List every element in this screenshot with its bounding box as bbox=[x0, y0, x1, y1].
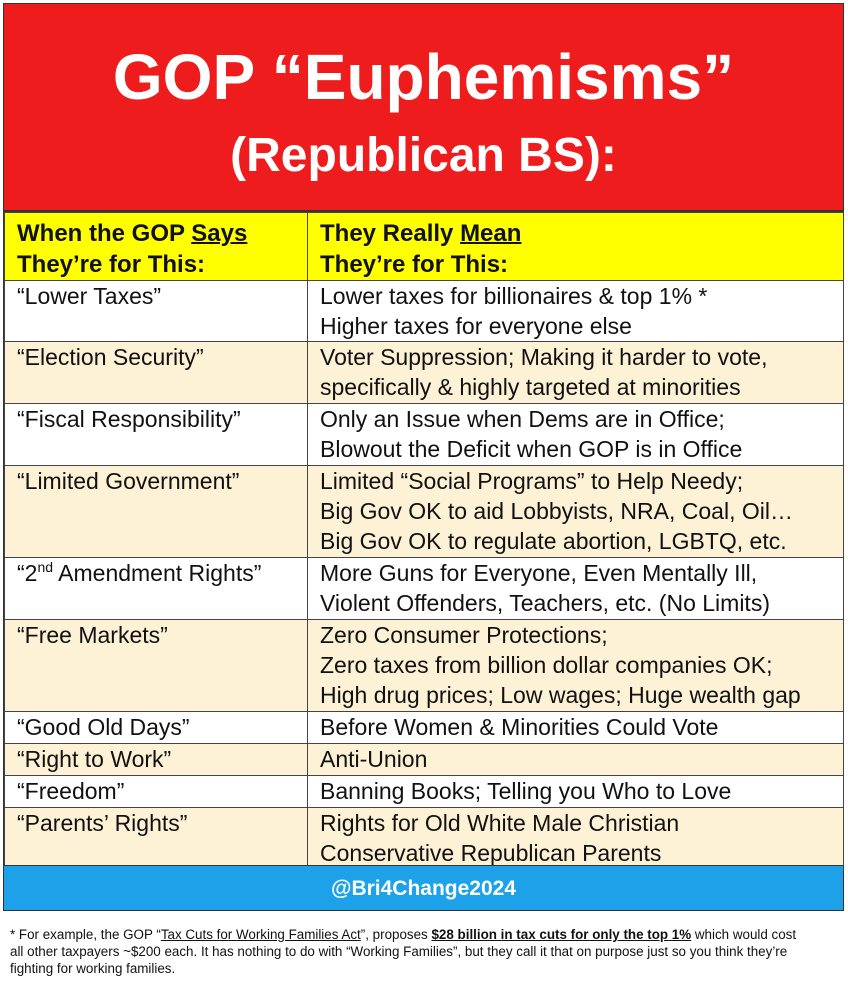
footnote: * For example, the GOP “Tax Cuts for Wor… bbox=[10, 926, 810, 977]
meaning-cell: Limited “Social Programs” to Help Needy;… bbox=[307, 465, 844, 558]
term-cell: “Fiscal Responsibility” bbox=[4, 403, 308, 466]
meaning-cell: Zero Consumer Protections; Zero taxes fro… bbox=[307, 619, 844, 712]
term-cell: “Limited Government” bbox=[4, 465, 308, 558]
header-says-line2: They’re for This: bbox=[17, 251, 206, 278]
meaning-line: Banning Books; Telling you Who to Love bbox=[320, 778, 732, 804]
page-title: GOP “Euphemisms” bbox=[112, 41, 735, 113]
table-row: “Freedom” Banning Books; Telling you Who… bbox=[4, 775, 844, 808]
handle-bar: @Bri4Change2024 bbox=[4, 865, 843, 910]
table-row: “Right to Work” Anti-Union bbox=[4, 743, 844, 776]
meaning-line: Voter Suppression; Making it harder to v… bbox=[320, 344, 768, 370]
meaning-line: Limited “Social Programs” to Help Needy; bbox=[320, 468, 744, 494]
meaning-line: Zero taxes from billion dollar companies… bbox=[320, 652, 773, 678]
header-mean-line2: They’re for This: bbox=[320, 251, 509, 278]
term-text: “2 bbox=[17, 560, 38, 586]
table-row: “Limited Government” Limited “Social Pro… bbox=[4, 465, 844, 558]
table-row: “Free Markets” Zero Consumer Protections… bbox=[4, 619, 844, 712]
meaning-cell: Before Women & Minorities Could Vote bbox=[307, 711, 844, 744]
social-handle: @Bri4Change2024 bbox=[330, 877, 517, 900]
header-says-underlined: Says bbox=[191, 220, 248, 247]
meaning-cell: Only an Issue when Dems are in Office; Bl… bbox=[307, 403, 844, 466]
meaning-line: Violent Offenders, Teachers, etc. (No Li… bbox=[320, 590, 770, 616]
meaning-cell: Anti-Union bbox=[307, 743, 844, 776]
meaning-line: Big Gov OK to regulate abortion, LGBTQ, … bbox=[320, 528, 787, 554]
poster: GOP “Euphemisms” (Republican BS): When t… bbox=[3, 3, 844, 911]
meaning-line: Lower taxes for billionaires & top 1% * bbox=[320, 283, 708, 309]
footnote-text: ”, proposes bbox=[360, 927, 432, 942]
meaning-line: High drug prices; Low wages; Huge wealth… bbox=[320, 682, 801, 708]
meaning-line: Only an Issue when Dems are in Office; bbox=[320, 406, 725, 432]
term-cell: “2nd Amendment Rights” bbox=[4, 557, 308, 620]
table-row: “Good Old Days” Before Women & Minoritie… bbox=[4, 711, 844, 744]
table-header-row: When the GOP Says They’re for This: They… bbox=[4, 212, 844, 281]
meaning-line: More Guns for Everyone, Even Mentally Il… bbox=[320, 560, 758, 586]
term-cell: “Free Markets” bbox=[4, 619, 308, 712]
meaning-cell: Rights for Old White Male Christian Conse… bbox=[307, 807, 844, 870]
footnote-text: * For example, the GOP “ bbox=[10, 927, 161, 942]
meaning-line: Anti-Union bbox=[320, 746, 428, 772]
table-row: “Election Security” Voter Suppression; M… bbox=[4, 341, 844, 404]
term-cell: “Lower Taxes” bbox=[4, 280, 308, 342]
term-cell: “Parents’ Rights” bbox=[4, 807, 308, 870]
term-cell: “Election Security” bbox=[4, 341, 308, 404]
act-name-link: Tax Cuts for Working Families Act bbox=[160, 927, 361, 942]
table-row: “Parents’ Rights” Rights for Old White M… bbox=[4, 807, 844, 870]
title-banner: GOP “Euphemisms” (Republican BS): bbox=[4, 4, 843, 212]
table-row: “Fiscal Responsibility” Only an Issue wh… bbox=[4, 403, 844, 466]
footnote-text: which would cost all other taxpayers ~$2… bbox=[10, 927, 797, 976]
header-says-line1-text: When the GOP bbox=[17, 220, 192, 247]
meaning-line: Higher taxes for everyone else bbox=[320, 313, 632, 339]
term-cell: “Good Old Days” bbox=[4, 711, 308, 744]
header-says: When the GOP Says They’re for This: bbox=[4, 212, 308, 281]
footnote-emphasis: $28 billion in tax cuts for only the top… bbox=[431, 927, 692, 942]
header-mean: They Really Mean They’re for This: bbox=[307, 212, 844, 281]
term-text: Amendment Rights” bbox=[53, 560, 262, 586]
header-mean-underlined: Mean bbox=[460, 220, 522, 247]
meaning-cell: Voter Suppression; Making it harder to v… bbox=[307, 341, 844, 404]
meaning-cell: More Guns for Everyone, Even Mentally Il… bbox=[307, 557, 844, 620]
meaning-line: Before Women & Minorities Could Vote bbox=[320, 714, 719, 740]
meaning-line: Blowout the Deficit when GOP is in Offic… bbox=[320, 436, 743, 462]
meaning-cell: Banning Books; Telling you Who to Love bbox=[307, 775, 844, 808]
meaning-cell: Lower taxes for billionaires & top 1% * H… bbox=[307, 280, 844, 342]
meaning-line: specifically & highly targeted at minori… bbox=[320, 374, 741, 400]
table-row: “2nd Amendment Rights” More Guns for Eve… bbox=[4, 557, 844, 620]
meaning-line: Big Gov OK to aid Lobbyists, NRA, Coal, … bbox=[320, 498, 793, 524]
page-subtitle: (Republican BS): bbox=[230, 129, 617, 182]
term-cell: “Right to Work” bbox=[4, 743, 308, 776]
header-mean-line1-text: They Really bbox=[320, 220, 461, 247]
euphemism-table: When the GOP Says They’re for This: They… bbox=[4, 212, 844, 870]
meaning-line: Rights for Old White Male Christian bbox=[320, 810, 680, 836]
term-superscript: nd bbox=[37, 559, 54, 575]
meaning-line: Conservative Republican Parents bbox=[320, 840, 662, 866]
table-row: “Lower Taxes” Lower taxes for billionair… bbox=[4, 280, 844, 342]
term-cell: “Freedom” bbox=[4, 775, 308, 808]
meaning-line: Zero Consumer Protections; bbox=[320, 622, 608, 648]
